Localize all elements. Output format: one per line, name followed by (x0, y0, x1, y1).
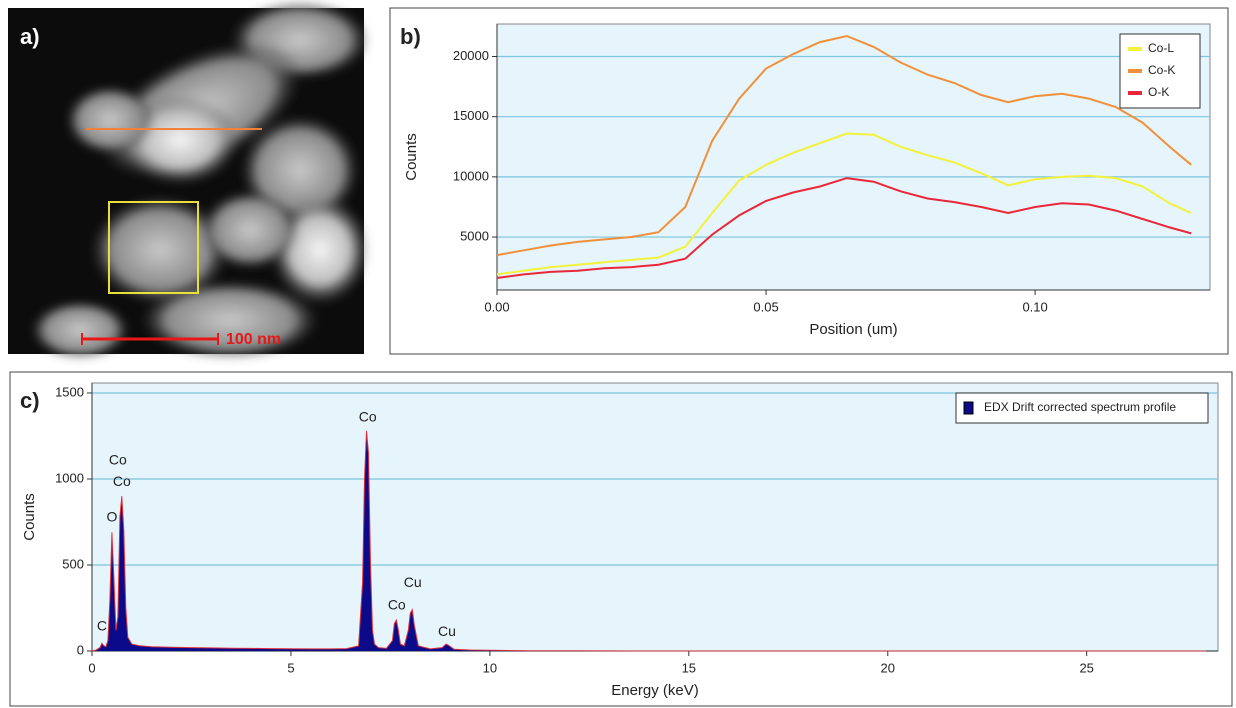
x-tick-label: 10 (483, 660, 497, 675)
peak-label: Cu (438, 623, 456, 639)
x-tick-label: 0 (88, 660, 95, 675)
scale-bar-label: 100 nm (226, 331, 281, 348)
y-tick-label: 15000 (453, 108, 489, 123)
x-tick-label: 25 (1079, 660, 1093, 675)
plot-area (496, 23, 1211, 291)
x-tick-label: 0.05 (753, 299, 778, 314)
y-tick-label: 20000 (453, 48, 489, 63)
peak-label: C (97, 618, 107, 634)
x-axis-label: Position (um) (809, 321, 897, 338)
spectrum-edge (91, 430, 1207, 652)
panel-label: b) (400, 24, 421, 49)
drift-region (108, 201, 199, 294)
y-tick-label: 500 (62, 556, 84, 571)
legend-label: O-K (1148, 85, 1169, 99)
particle (200, 190, 300, 270)
series-line (496, 132, 1192, 276)
peak-label: Co (109, 452, 127, 468)
series-line (496, 34, 1192, 257)
spectrum-area (92, 430, 1207, 651)
x-axis-label: Energy (keV) (611, 682, 699, 699)
legend-label: EDX Drift corrected spectrum profile (984, 400, 1176, 414)
y-axis-label: Counts (403, 133, 420, 181)
peak-label: Cu (404, 574, 422, 590)
y-tick-label: 10000 (453, 168, 489, 183)
peak-label: O (106, 509, 117, 525)
series-line (496, 177, 1192, 279)
legend-label: Co-K (1148, 63, 1175, 77)
y-tick-label: 1500 (55, 384, 84, 399)
legend-label: Co-L (1148, 41, 1174, 55)
panel-label: a) (20, 24, 40, 49)
panel-label: c) (20, 388, 40, 413)
peak-label: Co (359, 409, 377, 425)
y-tick-label: 0 (77, 642, 84, 657)
x-tick-label: 0.10 (1022, 299, 1047, 314)
x-tick-label: 20 (881, 660, 895, 675)
peak-label: Co (388, 597, 406, 613)
x-tick-label: 5 (287, 660, 294, 675)
peak-label: Co (113, 473, 131, 489)
y-axis-label: Counts (21, 493, 38, 541)
particle (65, 85, 155, 155)
particle (30, 300, 130, 360)
particle (90, 195, 230, 305)
y-tick-label: 5000 (460, 228, 489, 243)
x-tick-label: 0.00 (484, 299, 509, 314)
legend-box (955, 392, 1209, 424)
micrograph: 100 nm a) (8, 0, 370, 360)
plot-area (91, 382, 1219, 652)
y-tick-label: 1000 (55, 470, 84, 485)
x-tick-label: 15 (682, 660, 696, 675)
legend-swatch (963, 401, 974, 415)
